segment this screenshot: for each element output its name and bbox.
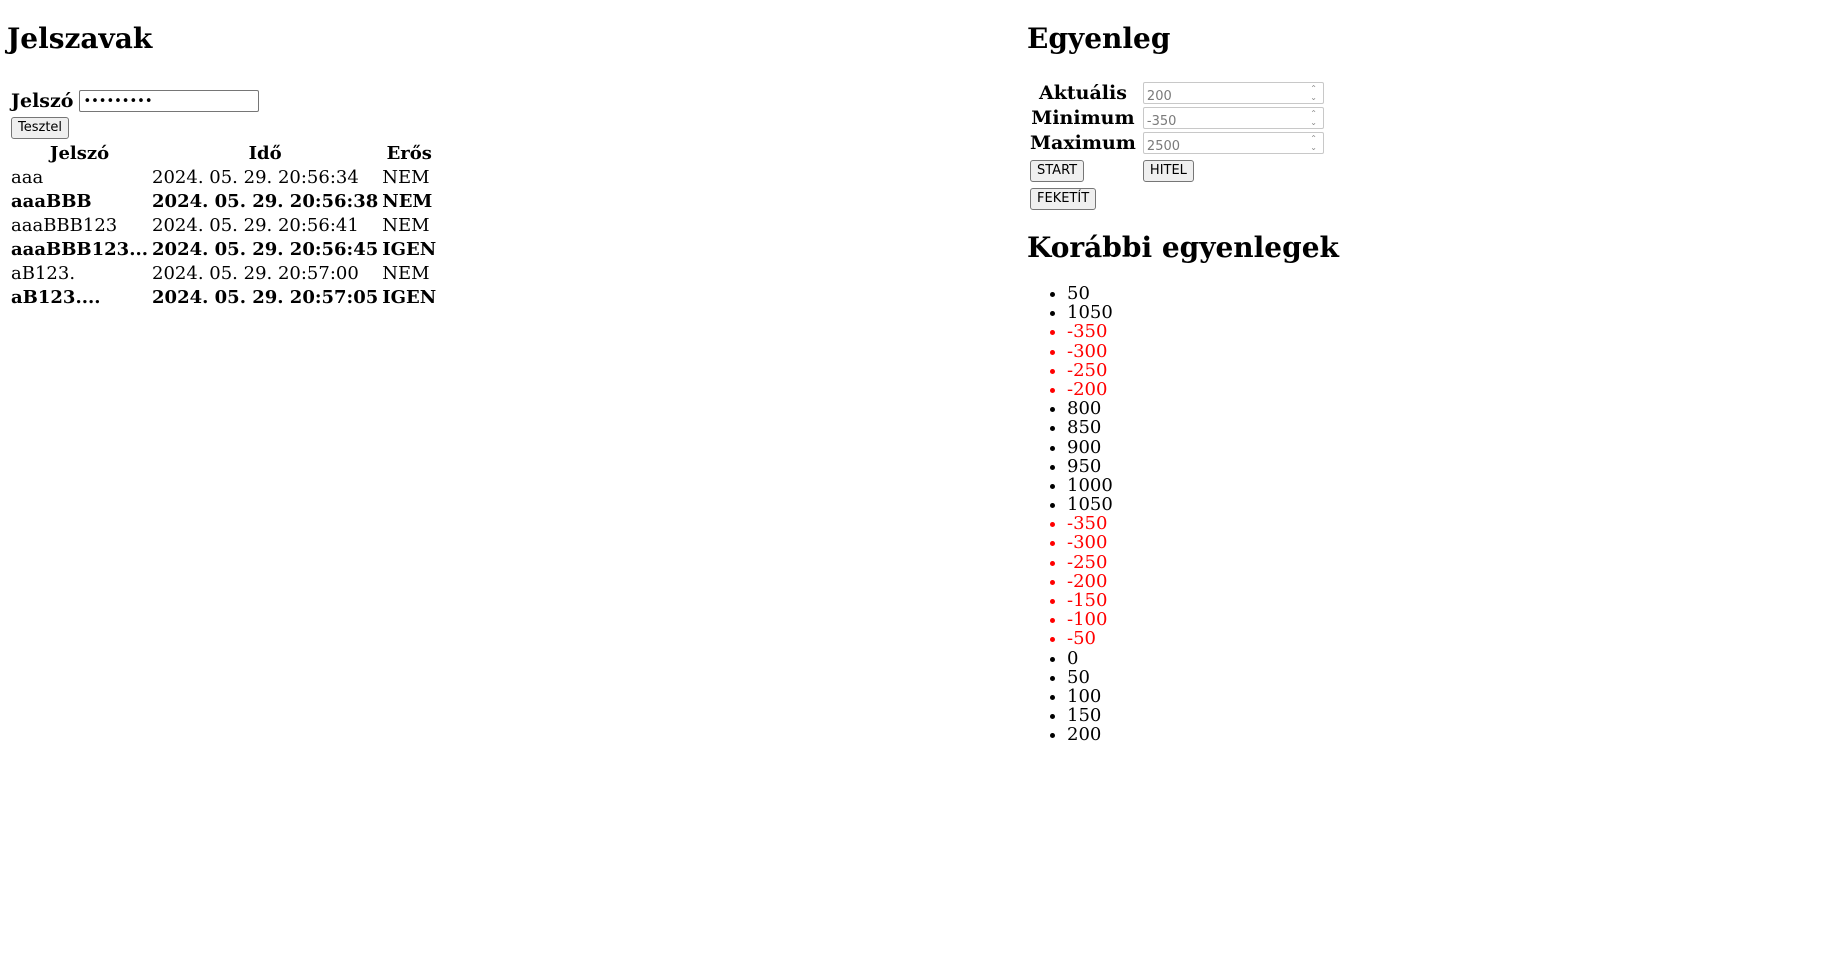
cell-strong: IGEN	[382, 239, 437, 260]
list-item: 850	[1067, 418, 1727, 437]
list-item: -200	[1067, 380, 1727, 399]
cell-password: aaaBBB123	[11, 215, 118, 236]
password-input-row: Jelszó	[7, 88, 567, 114]
password-input[interactable]	[79, 90, 260, 112]
cell-time: 2024. 05. 29. 20:56:41	[152, 215, 359, 236]
balance-title: Egyenleg	[1027, 22, 1171, 55]
passwords-section: Jelszavak Jelszó Tesztel Jelszó Idő Erős…	[7, 22, 567, 311]
test-button[interactable]: Tesztel	[11, 117, 70, 139]
current-row: Aktuális ⌃⌄	[1030, 82, 1324, 107]
header-strong: Erős	[386, 143, 432, 164]
minimum-label: Minimum	[1031, 107, 1135, 129]
list-item: 200	[1067, 725, 1727, 744]
cell-time: 2024. 05. 29. 20:57:00	[152, 263, 359, 284]
list-item: -250	[1067, 553, 1727, 572]
password-table: Jelszó Idő Erős aaa 2024. 05. 29. 20:56:3…	[7, 140, 440, 311]
maximum-field[interactable]: ⌃⌄	[1142, 132, 1324, 157]
spinner-icon[interactable]: ⌃ ⌄	[1310, 134, 1317, 152]
list-item: 1000	[1067, 476, 1727, 495]
history-list: 501050-350-300-250-200800850900950100010…	[1027, 284, 1727, 745]
maximum-row: Maximum ⌃⌄	[1030, 132, 1324, 157]
spinner-icon[interactable]: ⌃ ⌄	[1310, 109, 1317, 127]
list-item: -150	[1067, 591, 1727, 610]
list-item: 900	[1067, 437, 1727, 457]
cell-strong: IGEN	[382, 287, 437, 308]
password-table-header: Jelszó Idő Erős	[11, 143, 436, 164]
cell-password: aB123.	[11, 263, 76, 284]
list-item: -300	[1067, 533, 1727, 552]
table-row: aaaBBB123 2024. 05. 29. 20:56:41 NEM	[11, 215, 436, 236]
balance-form: Aktuális ⌃⌄ Minimum ⌃⌄ Maximum ⌃⌄ START …	[1027, 79, 1327, 213]
list-item: -250	[1067, 361, 1727, 380]
start-button[interactable]: START	[1030, 160, 1085, 182]
table-row: aaaBBB 2024. 05. 29. 20:56:38 NEM	[11, 191, 436, 212]
cell-strong: NEM	[382, 263, 430, 284]
current-field[interactable]: ⌃⌄	[1142, 82, 1324, 107]
list-item: -350	[1067, 322, 1727, 341]
current-label: Aktuális	[1038, 82, 1127, 104]
list-item: 800	[1067, 399, 1727, 418]
blacken-button[interactable]: FEKETÍT	[1030, 188, 1097, 210]
password-label: Jelszó	[11, 90, 74, 112]
passwords-title: Jelszavak	[7, 22, 153, 55]
history-title: Korábbi egyenlegek	[1027, 231, 1339, 264]
header-time: Idő	[248, 143, 282, 164]
list-item: 100	[1067, 687, 1727, 706]
cell-time: 2024. 05. 29. 20:56:45	[152, 239, 379, 260]
header-password: Jelszó	[49, 143, 110, 164]
minimum-input[interactable]	[1143, 111, 1305, 132]
cell-time: 2024. 05. 29. 20:56:38	[152, 191, 379, 212]
table-row: aaaBBB123... 2024. 05. 29. 20:56:45 IGEN	[11, 239, 436, 260]
table-row: aB123.... 2024. 05. 29. 20:57:05 IGEN	[11, 287, 436, 308]
list-item: 0	[1067, 648, 1727, 668]
list-item: 1050	[1067, 495, 1727, 514]
button-row-2: FEKETÍT	[1030, 185, 1324, 210]
list-item: 150	[1067, 706, 1727, 725]
cell-strong: NEM	[382, 167, 430, 188]
list-item: -300	[1067, 341, 1727, 361]
cell-time: 2024. 05. 29. 20:56:34	[152, 167, 359, 188]
password-table-body: aaa 2024. 05. 29. 20:56:34 NEM aaaBBB 2024. …	[11, 167, 436, 308]
cell-password: aaa	[11, 167, 44, 188]
cell-password: aaaBBB123...	[11, 239, 149, 260]
list-item: -100	[1067, 610, 1727, 629]
list-item: -200	[1067, 572, 1727, 591]
list-item: -350	[1067, 514, 1727, 533]
cell-strong: NEM	[382, 215, 430, 236]
minimum-field[interactable]: ⌃⌄	[1142, 107, 1324, 132]
table-row: aB123. 2024. 05. 29. 20:57:00 NEM	[11, 263, 436, 284]
balance-section: Egyenleg Aktuális ⌃⌄ Minimum ⌃⌄ Maximum …	[1027, 22, 1727, 745]
button-row: START HITEL	[1030, 157, 1324, 182]
cell-password: aB123....	[11, 287, 101, 308]
cell-strong: NEM	[382, 191, 433, 212]
spinner-icon[interactable]: ⌃ ⌄	[1310, 84, 1317, 102]
minimum-row: Minimum ⌃⌄	[1030, 107, 1324, 132]
list-item: 950	[1067, 457, 1727, 476]
current-input[interactable]	[1143, 86, 1305, 107]
cell-time: 2024. 05. 29. 20:57:05	[152, 287, 379, 308]
list-item: -50	[1067, 629, 1727, 648]
list-item: 50	[1067, 668, 1727, 687]
maximum-input[interactable]	[1143, 136, 1305, 157]
credit-button[interactable]: HITEL	[1142, 160, 1194, 182]
cell-password: aaaBBB	[11, 191, 92, 212]
list-item: 1050	[1067, 303, 1727, 322]
maximum-label: Maximum	[1030, 132, 1136, 154]
table-row: aaa 2024. 05. 29. 20:56:34 NEM	[11, 167, 436, 188]
list-item: 50	[1067, 284, 1727, 303]
